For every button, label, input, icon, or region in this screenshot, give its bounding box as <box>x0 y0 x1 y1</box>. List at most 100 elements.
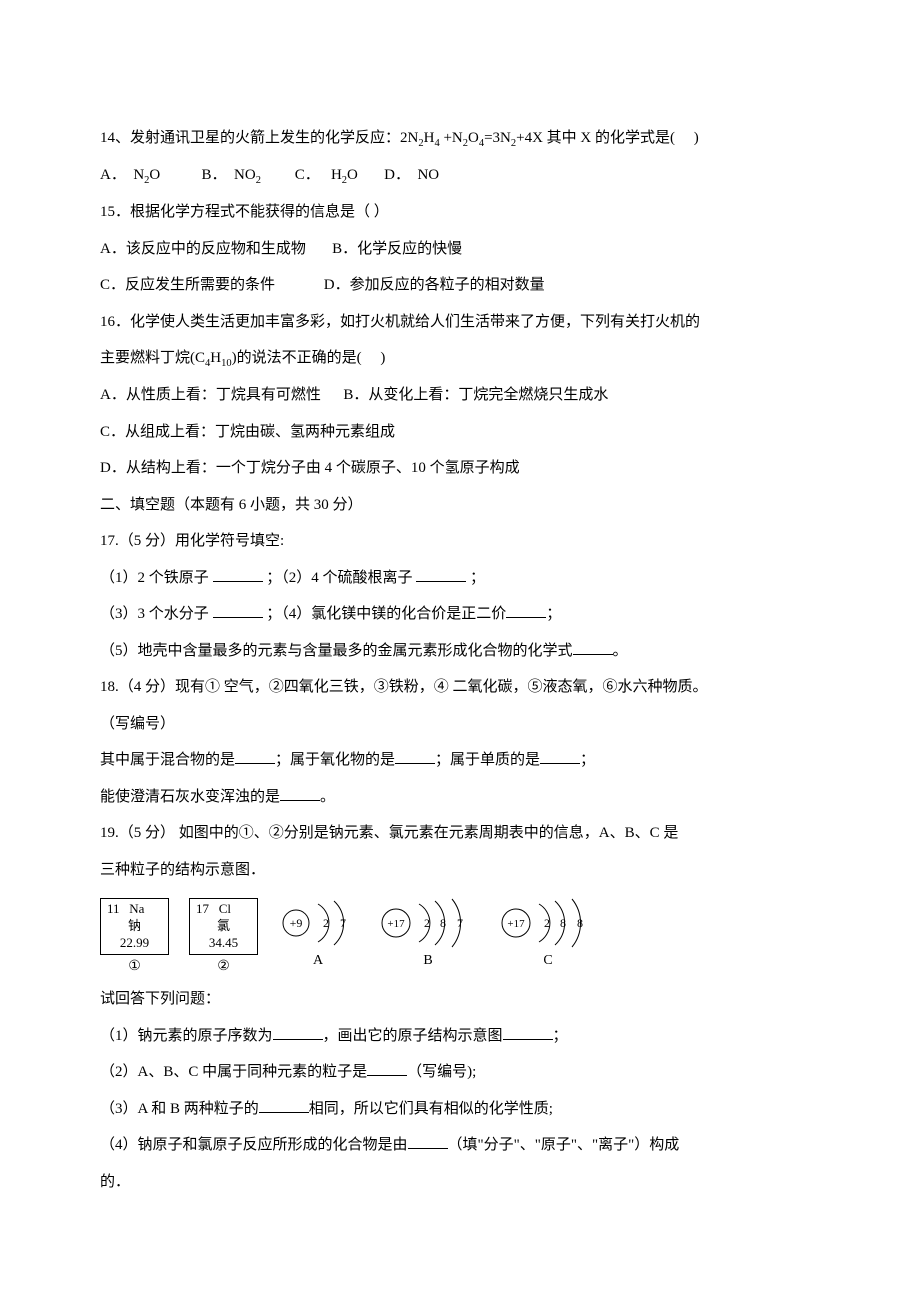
q15-d: 参加反应的各粒子的相对数量 <box>350 277 545 293</box>
box2-name: 氯 <box>196 918 251 935</box>
blank <box>213 566 263 582</box>
atom-b-label: B <box>423 952 432 970</box>
q19-s1c: ； <box>553 1028 568 1044</box>
q15-opts-ab: A．该反应中的反应物和生成物 B．化学反应的快慢 <box>100 231 820 268</box>
q16-text-l1: 16．化学使人类生活更加丰富多彩，如打火机就给人们生活带来了方便，下列有关打火机… <box>100 304 820 341</box>
q17-p1c: ； <box>466 570 485 586</box>
q19-head2: 三种粒子的结构示意图． <box>100 852 820 889</box>
q14-options: A． N2O B． NO2 C． H2O D． NO <box>100 157 820 194</box>
q17-p2b: ；（4）氯化镁中镁的化合价是正二价 <box>263 606 507 622</box>
atom-a-shell1: 2 <box>323 916 329 930</box>
box2-num: 17 <box>196 901 209 916</box>
q18-p1d: ； <box>580 752 595 768</box>
box2-mass: 34.45 <box>196 935 251 952</box>
q17-line3: （5）地壳中含量最多的元素与含量最多的金属元素形成化合物的化学式 。 <box>100 633 820 670</box>
q17-p3a: （5）地壳中含量最多的元素与含量最多的金属元素形成化合物的化学式 <box>100 643 573 659</box>
blank <box>416 566 466 582</box>
q19-s2b: （写编号); <box>407 1064 476 1080</box>
q16-d: 从结构上看：一个丁烷分子由 4 个碳原子、10 个氢原子构成 <box>126 460 520 476</box>
q19-sub1: （1）钠元素的原子序数为 ，画出它的原子结构示意图 ； <box>100 1018 820 1055</box>
atom-b-shell2: 8 <box>440 916 446 930</box>
section2-header: 二、填空题（本题有 6 小题，共 30 分） <box>100 487 820 524</box>
q19-head1: 19.（5 分） 如图中的①、②分别是钠元素、氯元素在元素周期表中的信息，A、B… <box>100 815 820 852</box>
atom-c: +17 2 8 8 C <box>498 898 598 970</box>
atom-c-shell1: 2 <box>544 916 550 930</box>
q15-b: 化学反应的快慢 <box>357 241 462 257</box>
q16-opt-c: C．从组成上看：丁烷由碳、氢两种元素组成 <box>100 414 820 451</box>
q17-line2: （3）3 个水分子 ；（4）氯化镁中镁的化合价是正二价； <box>100 596 820 633</box>
atom-a: +9 2 7 A <box>278 898 358 970</box>
q17-p1a: （1）2 个铁原子 <box>100 570 213 586</box>
box2-sym: Cl <box>219 901 231 916</box>
q19-s1a: （1）钠元素的原子序数为 <box>100 1028 273 1044</box>
q18-p2b: 。 <box>320 789 335 805</box>
q17-p1b: ；（2）4 个硫酸根离子 <box>263 570 417 586</box>
q18-line3: 其中属于混合物的是 ；属于氧化物的是 ；属于单质的是 ； <box>100 742 820 779</box>
q18-p1a: 其中属于混合物的是 <box>100 752 235 768</box>
q18-line1: 18.（4 分）现有① 空气，②四氧化三铁，③铁粉，④ 二氧化碳，⑤液态氧，⑥水… <box>100 669 820 706</box>
q18-line2: （写编号） <box>100 706 820 743</box>
atom-b-shell3: 7 <box>457 916 463 930</box>
q19-s4a: （4）钠原子和氯原子反应所形成的化合物是由 <box>100 1137 408 1153</box>
q17-line1: （1）2 个铁原子 ；（2）4 个硫酸根离子 ； <box>100 560 820 597</box>
box1-label: ① <box>128 958 141 976</box>
q19-figure: 11 Na 钠 22.99 ① 17 Cl 氯 34.45 ② +9 2 7 A… <box>100 898 820 976</box>
atom-c-shell3: 8 <box>577 916 583 930</box>
q17-p3b: 。 <box>613 643 628 659</box>
q15-opts-cd: C．反应发生所需要的条件 D．参加反应的各粒子的相对数量 <box>100 267 820 304</box>
box1-name: 钠 <box>107 918 162 935</box>
q17-head: 17.（5 分）用化学符号填空: <box>100 523 820 560</box>
atom-b-svg: +17 2 8 7 <box>378 898 478 948</box>
atom-a-nucleus: +9 <box>290 916 303 930</box>
element-box-2: 17 Cl 氯 34.45 ② <box>189 898 258 976</box>
atom-c-label: C <box>543 952 552 970</box>
blank <box>259 1097 309 1113</box>
q19-s3a: （3）A 和 B 两种粒子的 <box>100 1101 259 1117</box>
q16-text-l2: 主要燃料丁烷(C4H10)的说法不正确的是( ) <box>100 340 820 377</box>
blank <box>395 748 435 764</box>
atom-a-label: A <box>313 952 323 970</box>
blank <box>506 602 546 618</box>
atom-c-nucleus: +17 <box>507 918 525 930</box>
q16-c: 从组成上看：丁烷由碳、氢两种元素组成 <box>125 424 395 440</box>
box1-sym: Na <box>129 901 144 916</box>
blank <box>367 1060 407 1076</box>
q18-p2a: 能使澄清石灰水变浑浊的是 <box>100 789 280 805</box>
box1-num: 11 <box>107 901 120 916</box>
atom-a-shell2: 7 <box>340 916 346 930</box>
blank <box>503 1024 553 1040</box>
q17-p2c: ； <box>546 606 561 622</box>
q18-line4: 能使澄清石灰水变浑浊的是 。 <box>100 779 820 816</box>
q19-sub2: （2）A、B、C 中属于同种元素的粒子是 （写编号); <box>100 1054 820 1091</box>
q19-sub3: （3）A 和 B 两种粒子的 相同，所以它们具有相似的化学性质; <box>100 1091 820 1128</box>
q16-opts-ab: A．从性质上看：丁烷具有可燃性 B．从变化上看：丁烷完全燃烧只生成水 <box>100 377 820 414</box>
q19-s1b: ，画出它的原子结构示意图 <box>323 1028 503 1044</box>
q16-a: 从性质上看：丁烷具有可燃性 <box>126 387 321 403</box>
atom-b-shell1: 2 <box>424 916 430 930</box>
q19-s2a: （2）A、B、C 中属于同种元素的粒子是 <box>100 1064 367 1080</box>
q16-b: 从变化上看：丁烷完全燃烧只生成水 <box>368 387 608 403</box>
q14-text: 14、发射通讯卫星的火箭上发生的化学反应：2N2H4 +N2O4=3N2+4X … <box>100 120 820 157</box>
atom-b: +17 2 8 7 B <box>378 898 478 970</box>
atom-a-svg: +9 2 7 <box>278 898 358 948</box>
box1-mass: 22.99 <box>107 935 162 952</box>
q15-a: 该反应中的反应物和生成物 <box>126 241 306 257</box>
blank <box>280 785 320 801</box>
q19-sub4: （4）钠原子和氯原子反应所形成的化合物是由 （填"分子"、"原子"、"离子"）构成 <box>100 1127 820 1164</box>
blank <box>408 1133 448 1149</box>
blank <box>213 602 263 618</box>
q18-p1c: ；属于单质的是 <box>435 752 540 768</box>
q16-opt-d: D．从结构上看：一个丁烷分子由 4 个碳原子、10 个氢原子构成 <box>100 450 820 487</box>
q15-c: 反应发生所需要的条件 <box>125 277 275 293</box>
blank <box>540 748 580 764</box>
q19-sub4c: 的． <box>100 1164 820 1201</box>
q19-after: 试回答下列问题： <box>100 981 820 1018</box>
q18-p1b: ；属于氧化物的是 <box>275 752 395 768</box>
atom-b-nucleus: +17 <box>387 918 405 930</box>
box2-label: ② <box>217 958 230 976</box>
blank <box>573 639 613 655</box>
q19-s3b: 相同，所以它们具有相似的化学性质; <box>309 1101 553 1117</box>
atom-c-shell2: 8 <box>560 916 566 930</box>
atom-c-svg: +17 2 8 8 <box>498 898 598 948</box>
q19-s4b: （填"分子"、"原子"、"离子"）构成 <box>448 1137 680 1153</box>
